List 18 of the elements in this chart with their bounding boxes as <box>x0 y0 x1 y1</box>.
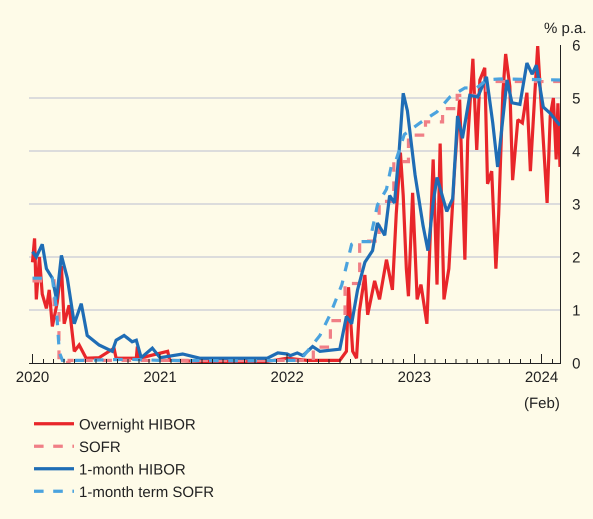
text: (Feb) <box>524 395 560 412</box>
y-tick-label: 4 <box>572 143 580 160</box>
y-tick-label: 1 <box>572 302 580 320</box>
x-tick-label: 2022 <box>270 369 304 386</box>
y-axis-title: % p.a. <box>544 20 587 37</box>
x-tick-label: 2023 <box>398 369 432 386</box>
legend-label: 1-month HIBOR <box>79 462 186 479</box>
legend-label: Overnight HIBOR <box>79 416 196 434</box>
x-tick-label: 2020 <box>16 369 50 386</box>
x-tick-label: 2021 <box>143 369 177 386</box>
y-tick-label: 6 <box>572 37 580 54</box>
y-tick-label: 5 <box>572 90 580 108</box>
legend-label: 1-month term SOFR <box>79 484 214 502</box>
y-tick-label: 3 <box>572 196 580 214</box>
y-tick-label: 0 <box>572 355 580 372</box>
x-tick-label: 2024 <box>524 369 558 386</box>
y-tick-label: 2 <box>572 249 580 266</box>
legend-label: SOFR <box>79 439 121 456</box>
